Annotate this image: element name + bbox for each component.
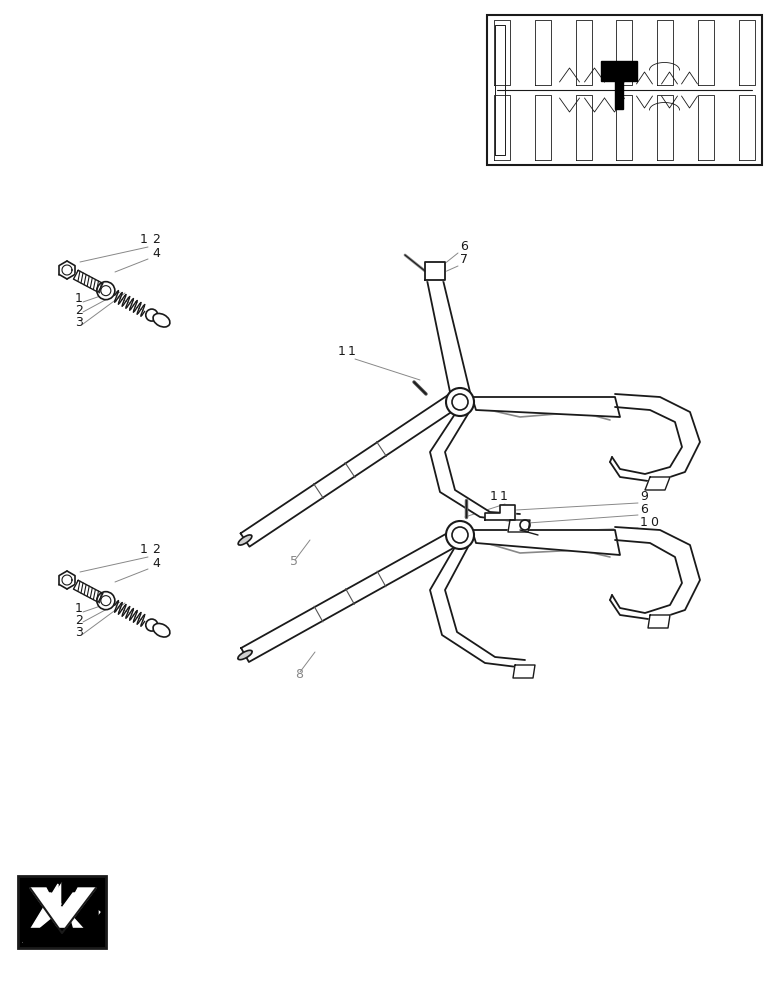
Text: 2: 2 xyxy=(152,233,160,246)
Polygon shape xyxy=(74,580,103,602)
Text: 0: 0 xyxy=(650,516,658,529)
Ellipse shape xyxy=(448,533,462,543)
Bar xyxy=(487,15,762,165)
Polygon shape xyxy=(425,262,445,280)
Circle shape xyxy=(446,388,474,416)
Polygon shape xyxy=(495,25,505,155)
Polygon shape xyxy=(494,20,510,85)
Polygon shape xyxy=(645,477,670,490)
Polygon shape xyxy=(610,527,700,620)
Polygon shape xyxy=(427,280,470,392)
Polygon shape xyxy=(615,71,623,109)
Text: 3: 3 xyxy=(75,316,83,329)
Polygon shape xyxy=(739,95,755,160)
Polygon shape xyxy=(485,505,515,520)
Polygon shape xyxy=(648,615,670,628)
Polygon shape xyxy=(616,20,633,85)
Text: 5: 5 xyxy=(290,555,298,568)
Ellipse shape xyxy=(238,650,252,660)
Text: 9: 9 xyxy=(640,490,648,503)
Circle shape xyxy=(146,619,158,631)
Ellipse shape xyxy=(153,313,170,327)
Polygon shape xyxy=(699,20,714,85)
Polygon shape xyxy=(657,20,673,85)
Polygon shape xyxy=(508,520,530,532)
Polygon shape xyxy=(616,95,633,160)
Ellipse shape xyxy=(153,623,170,637)
Polygon shape xyxy=(74,270,103,292)
Circle shape xyxy=(446,521,474,549)
Bar xyxy=(18,876,106,948)
Polygon shape xyxy=(38,893,86,918)
Text: 7: 7 xyxy=(460,253,468,266)
Polygon shape xyxy=(24,884,58,940)
Polygon shape xyxy=(601,61,637,81)
Circle shape xyxy=(452,394,468,410)
Polygon shape xyxy=(535,20,551,85)
Text: 6: 6 xyxy=(640,503,648,516)
Text: 1: 1 xyxy=(140,233,148,246)
Polygon shape xyxy=(62,886,100,940)
Polygon shape xyxy=(241,531,459,662)
Text: 2: 2 xyxy=(152,543,160,556)
Text: 1: 1 xyxy=(338,345,346,358)
Circle shape xyxy=(97,282,114,300)
Circle shape xyxy=(97,592,114,610)
Polygon shape xyxy=(241,393,459,547)
Circle shape xyxy=(452,527,468,543)
Text: 1: 1 xyxy=(490,490,498,503)
Text: 2: 2 xyxy=(75,614,83,627)
Text: 1: 1 xyxy=(348,345,356,358)
Polygon shape xyxy=(575,95,592,160)
Polygon shape xyxy=(699,95,714,160)
Polygon shape xyxy=(472,530,620,555)
Polygon shape xyxy=(494,95,510,160)
Polygon shape xyxy=(30,888,96,933)
Polygon shape xyxy=(610,394,700,482)
Circle shape xyxy=(146,309,158,321)
Polygon shape xyxy=(430,414,520,522)
Text: 2: 2 xyxy=(75,304,83,317)
Text: 1: 1 xyxy=(500,490,508,503)
Text: 8: 8 xyxy=(295,668,303,681)
Polygon shape xyxy=(657,95,673,160)
Text: 6: 6 xyxy=(460,240,468,253)
Text: 1: 1 xyxy=(75,602,83,615)
Polygon shape xyxy=(472,397,620,417)
Polygon shape xyxy=(575,20,592,85)
Text: 3: 3 xyxy=(75,626,83,639)
Text: 4: 4 xyxy=(152,557,160,570)
Circle shape xyxy=(520,520,530,530)
Polygon shape xyxy=(513,665,535,678)
Text: 1: 1 xyxy=(640,516,648,529)
Polygon shape xyxy=(430,547,525,668)
Ellipse shape xyxy=(238,535,252,545)
Text: 1: 1 xyxy=(140,543,148,556)
Polygon shape xyxy=(23,928,101,943)
Text: 1: 1 xyxy=(75,292,83,305)
Polygon shape xyxy=(23,883,62,943)
Text: 4: 4 xyxy=(152,247,160,260)
Polygon shape xyxy=(62,883,98,943)
Ellipse shape xyxy=(448,395,462,405)
Polygon shape xyxy=(535,95,551,160)
Polygon shape xyxy=(739,20,755,85)
